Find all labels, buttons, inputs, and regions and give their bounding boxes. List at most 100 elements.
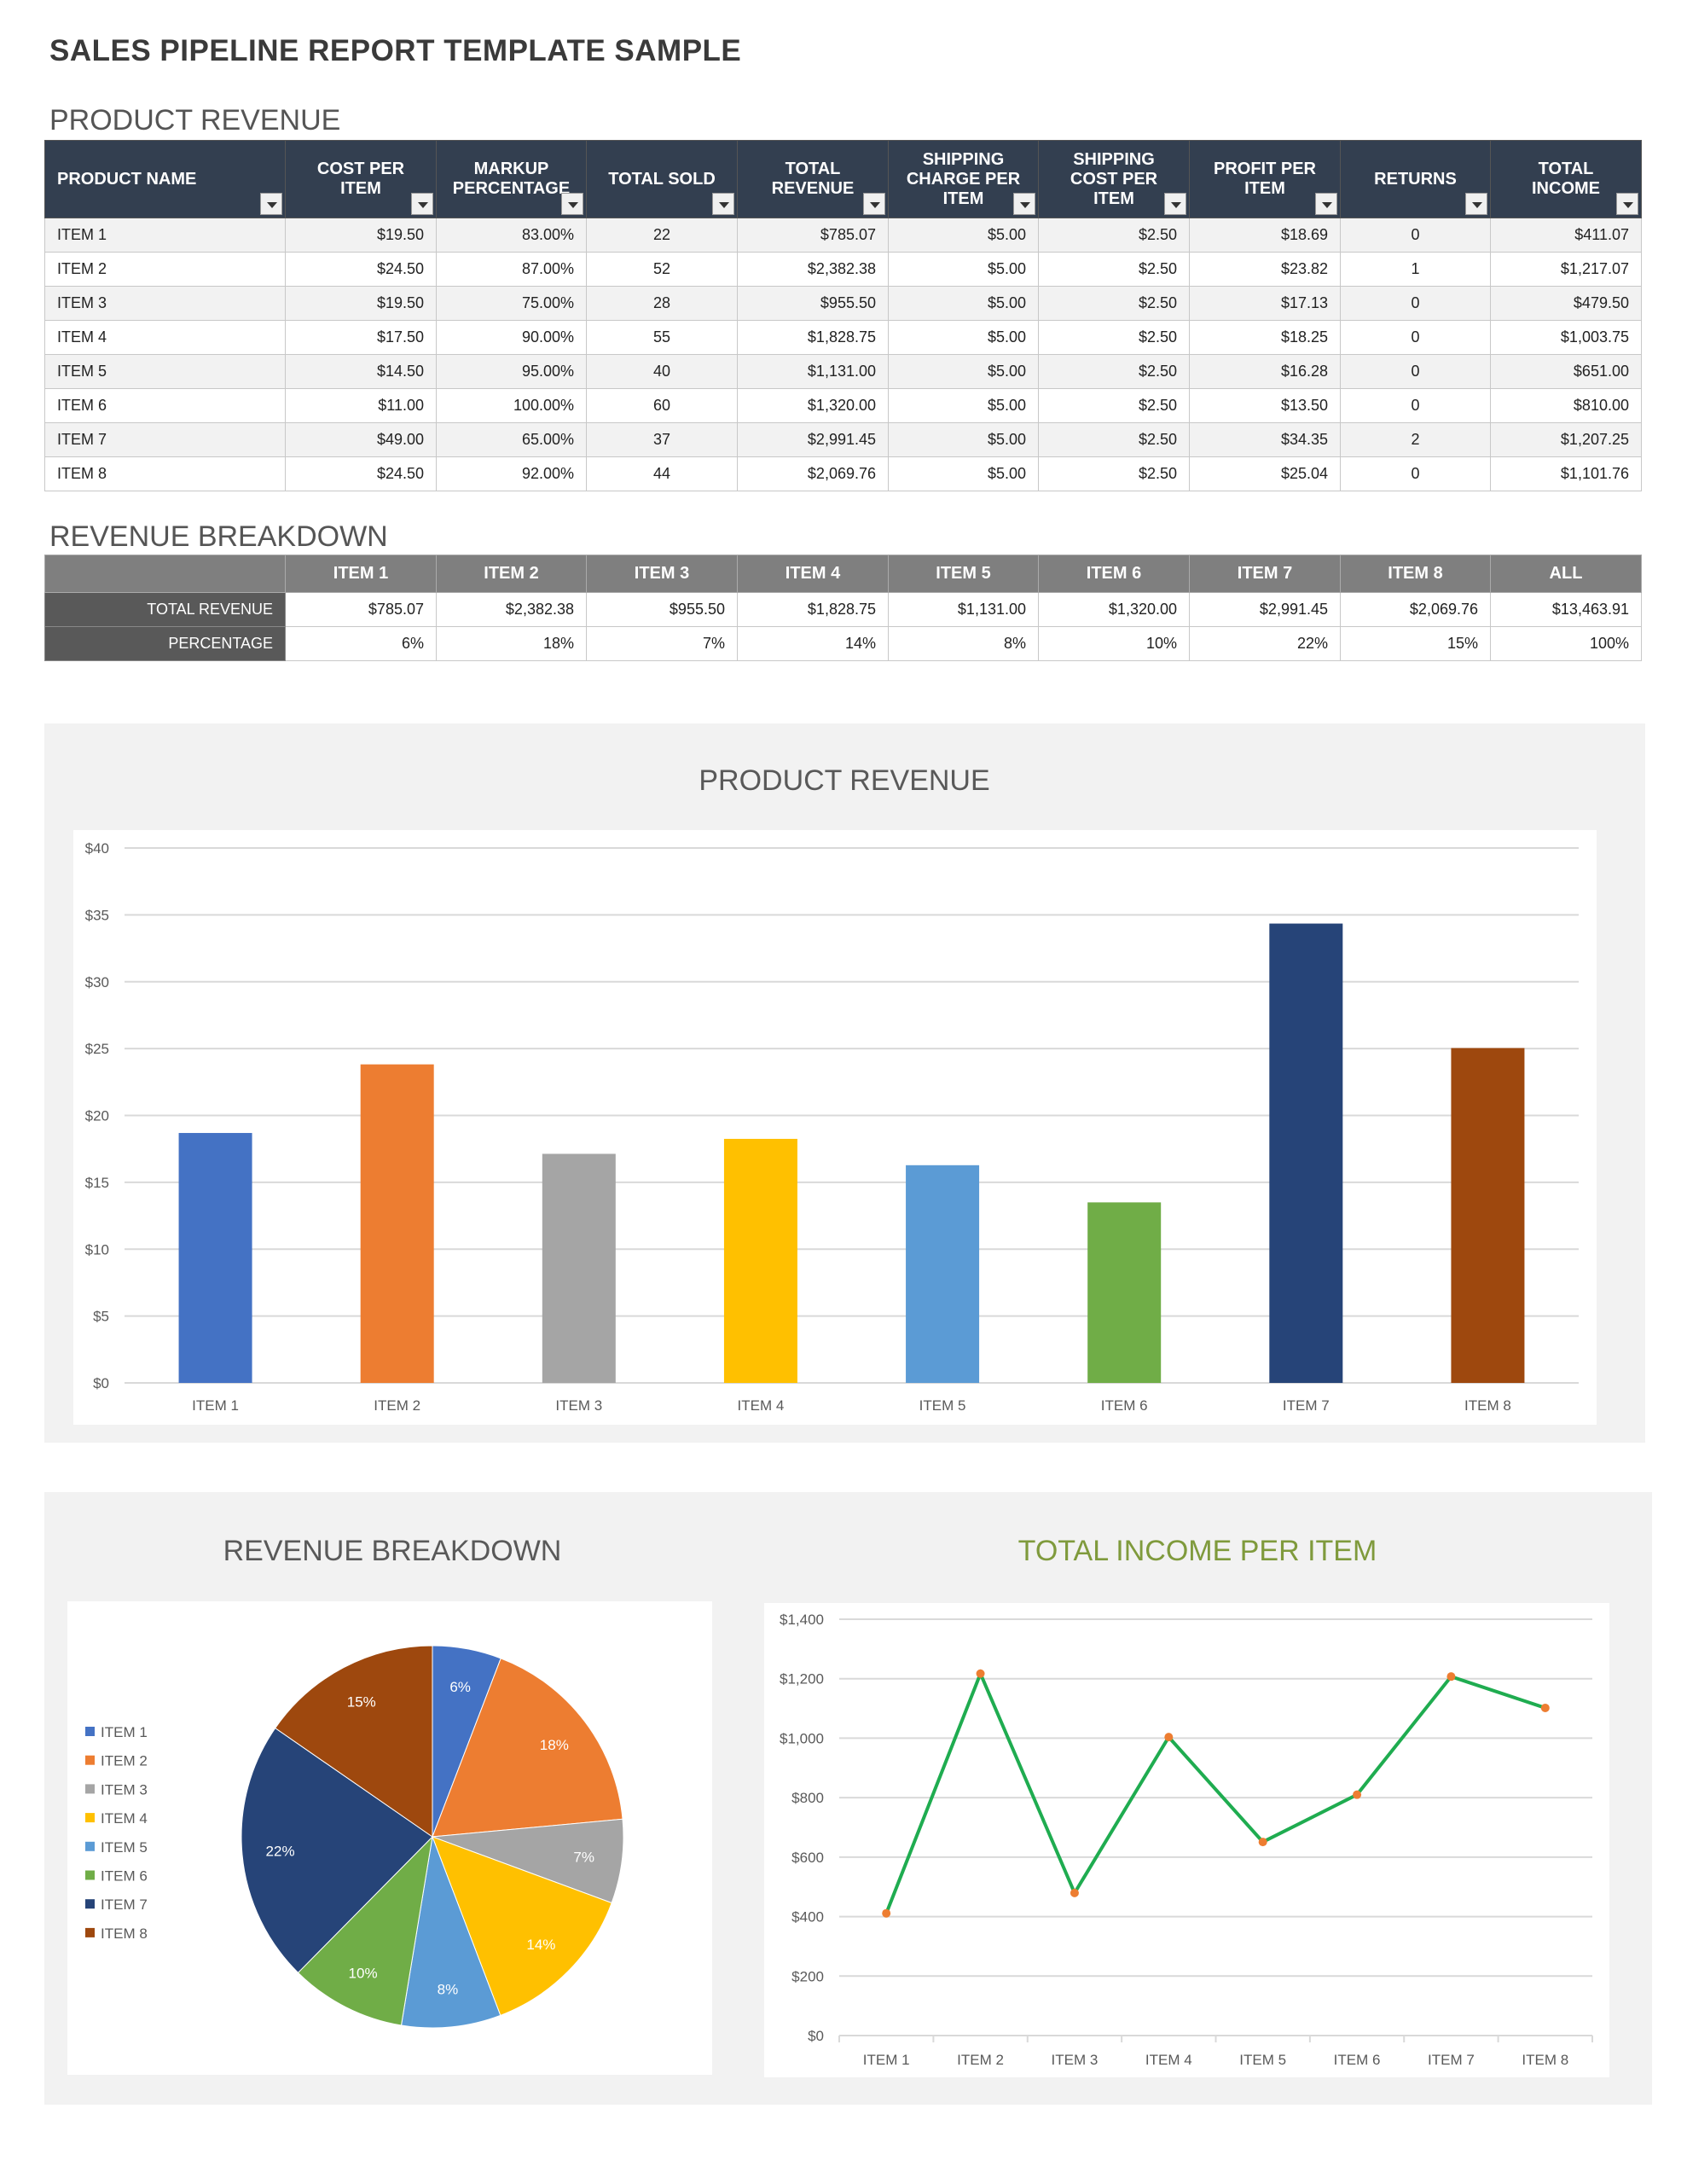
table-cell[interactable]: $2.50 <box>1038 422 1190 457</box>
filter-dropdown-button[interactable] <box>1465 193 1487 215</box>
table-cell[interactable]: $24.50 <box>285 252 437 287</box>
table-cell[interactable]: $2,382.38 <box>436 592 587 627</box>
table-cell[interactable]: $1,320.00 <box>737 388 889 423</box>
table-cell[interactable]: $19.50 <box>285 218 437 253</box>
table-cell[interactable]: 44 <box>586 456 738 491</box>
table-cell[interactable]: $411.07 <box>1490 218 1642 253</box>
table-cell[interactable]: $1,131.00 <box>737 354 889 389</box>
filter-dropdown-button[interactable] <box>863 193 885 215</box>
table-cell[interactable]: ITEM 4 <box>44 320 286 355</box>
table-cell[interactable]: $651.00 <box>1490 354 1642 389</box>
table-cell[interactable]: $13.50 <box>1189 388 1341 423</box>
table-cell[interactable]: 22 <box>586 218 738 253</box>
table-cell[interactable]: $5.00 <box>888 286 1039 321</box>
table-cell[interactable]: 90.00% <box>436 320 587 355</box>
table-cell[interactable]: 0 <box>1340 286 1491 321</box>
table-cell[interactable]: $1,101.76 <box>1490 456 1642 491</box>
table-cell[interactable]: $19.50 <box>285 286 437 321</box>
table-cell[interactable]: $18.25 <box>1189 320 1341 355</box>
table-cell[interactable]: $5.00 <box>888 252 1039 287</box>
filter-dropdown-button[interactable] <box>1315 193 1337 215</box>
table-cell[interactable]: ITEM 6 <box>44 388 286 423</box>
table-cell[interactable]: $1,217.07 <box>1490 252 1642 287</box>
table-cell[interactable]: $25.04 <box>1189 456 1341 491</box>
table-cell[interactable]: 37 <box>586 422 738 457</box>
table-cell[interactable]: $18.69 <box>1189 218 1341 253</box>
table-cell[interactable]: 14% <box>737 626 889 661</box>
table-cell[interactable]: ITEM 2 <box>44 252 286 287</box>
table-cell[interactable]: 52 <box>586 252 738 287</box>
table-cell[interactable]: $479.50 <box>1490 286 1642 321</box>
table-cell[interactable]: ITEM 1 <box>44 218 286 253</box>
table-cell[interactable]: $5.00 <box>888 218 1039 253</box>
filter-dropdown-button[interactable] <box>1164 193 1186 215</box>
table-cell[interactable]: $785.07 <box>285 592 437 627</box>
table-cell[interactable]: $5.00 <box>888 388 1039 423</box>
table-cell[interactable]: 83.00% <box>436 218 587 253</box>
table-cell[interactable]: $2,069.76 <box>737 456 889 491</box>
table-cell[interactable]: ITEM 7 <box>44 422 286 457</box>
table-cell[interactable]: $17.13 <box>1189 286 1341 321</box>
table-cell[interactable]: $2,382.38 <box>737 252 889 287</box>
table-cell[interactable]: $17.50 <box>285 320 437 355</box>
table-cell[interactable]: $2,991.45 <box>737 422 889 457</box>
table-cell[interactable]: $23.82 <box>1189 252 1341 287</box>
table-cell[interactable]: $1,828.75 <box>737 592 889 627</box>
table-cell[interactable]: 60 <box>586 388 738 423</box>
table-cell[interactable]: 22% <box>1189 626 1341 661</box>
table-cell[interactable]: ITEM 3 <box>44 286 286 321</box>
table-cell[interactable]: $1,207.25 <box>1490 422 1642 457</box>
table-cell[interactable]: 18% <box>436 626 587 661</box>
table-cell[interactable]: 0 <box>1340 456 1491 491</box>
filter-dropdown-button[interactable] <box>561 193 583 215</box>
table-cell[interactable]: 100% <box>1490 626 1642 661</box>
table-cell[interactable]: ITEM 5 <box>44 354 286 389</box>
table-cell[interactable]: $2.50 <box>1038 252 1190 287</box>
table-cell[interactable]: $2.50 <box>1038 354 1190 389</box>
table-cell[interactable]: $2.50 <box>1038 218 1190 253</box>
table-cell[interactable]: 75.00% <box>436 286 587 321</box>
table-cell[interactable]: $2.50 <box>1038 388 1190 423</box>
table-cell[interactable]: $14.50 <box>285 354 437 389</box>
table-cell[interactable]: $785.07 <box>737 218 889 253</box>
table-cell[interactable]: $2.50 <box>1038 320 1190 355</box>
table-cell[interactable]: 28 <box>586 286 738 321</box>
table-cell[interactable]: 7% <box>586 626 738 661</box>
table-cell[interactable]: 0 <box>1340 218 1491 253</box>
table-cell[interactable]: $1,828.75 <box>737 320 889 355</box>
table-cell[interactable]: 8% <box>888 626 1039 661</box>
table-cell[interactable]: $5.00 <box>888 456 1039 491</box>
table-cell[interactable]: 55 <box>586 320 738 355</box>
filter-dropdown-button[interactable] <box>1013 193 1035 215</box>
table-cell[interactable]: $49.00 <box>285 422 437 457</box>
table-cell[interactable]: $1,131.00 <box>888 592 1039 627</box>
table-cell[interactable]: 10% <box>1038 626 1190 661</box>
table-cell[interactable]: $1,003.75 <box>1490 320 1642 355</box>
table-cell[interactable]: $1,320.00 <box>1038 592 1190 627</box>
filter-dropdown-button[interactable] <box>411 193 433 215</box>
filter-dropdown-button[interactable] <box>1616 193 1638 215</box>
table-cell[interactable]: 40 <box>586 354 738 389</box>
table-cell[interactable]: $24.50 <box>285 456 437 491</box>
table-cell[interactable]: $955.50 <box>737 286 889 321</box>
table-cell[interactable]: 0 <box>1340 354 1491 389</box>
table-cell[interactable]: $2,069.76 <box>1340 592 1491 627</box>
table-cell[interactable]: 87.00% <box>436 252 587 287</box>
table-cell[interactable]: 100.00% <box>436 388 587 423</box>
table-cell[interactable]: 92.00% <box>436 456 587 491</box>
table-cell[interactable]: 6% <box>285 626 437 661</box>
table-cell[interactable]: 95.00% <box>436 354 587 389</box>
table-cell[interactable]: 15% <box>1340 626 1491 661</box>
table-cell[interactable]: 65.00% <box>436 422 587 457</box>
table-cell[interactable]: 0 <box>1340 388 1491 423</box>
filter-dropdown-button[interactable] <box>260 193 282 215</box>
table-cell[interactable]: $11.00 <box>285 388 437 423</box>
table-cell[interactable]: $13,463.91 <box>1490 592 1642 627</box>
table-cell[interactable]: $810.00 <box>1490 388 1642 423</box>
table-cell[interactable]: $5.00 <box>888 422 1039 457</box>
table-cell[interactable]: 1 <box>1340 252 1491 287</box>
table-cell[interactable]: 2 <box>1340 422 1491 457</box>
table-cell[interactable]: $5.00 <box>888 320 1039 355</box>
table-cell[interactable]: $5.00 <box>888 354 1039 389</box>
table-cell[interactable]: $2,991.45 <box>1189 592 1341 627</box>
